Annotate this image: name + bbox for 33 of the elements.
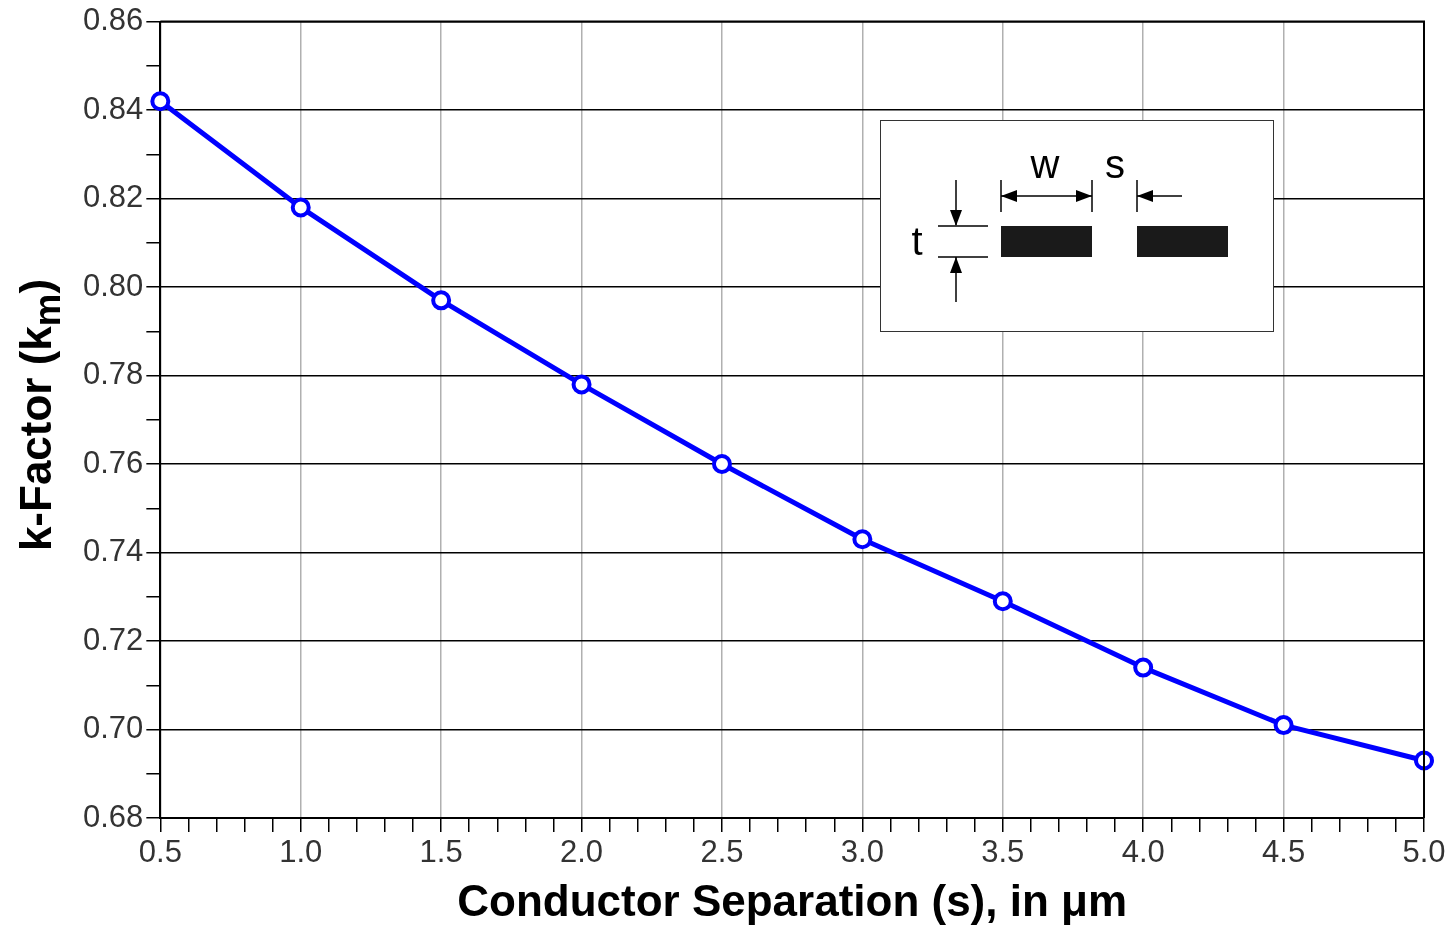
x-tick-label: 3.5 [981, 834, 1025, 870]
y-tick-label: 0.74 [82, 533, 144, 569]
point [150, 91, 171, 112]
x-tick-label: 0.5 [138, 834, 182, 870]
x-tick-label: 2.0 [560, 834, 604, 870]
point [571, 374, 592, 395]
y-tick-label: 0.68 [82, 798, 144, 834]
y-tick-label: 0.78 [82, 356, 144, 392]
y-tick-label: 0.80 [82, 267, 144, 303]
y-tick-label: 0.86 [82, 2, 144, 38]
x-tick-label: 1.0 [279, 834, 323, 870]
x-tick-label: 3.0 [840, 834, 884, 870]
annotation: t [911, 219, 923, 263]
y-tick-label: 0.72 [82, 621, 144, 657]
y-tick-label: 0.82 [82, 179, 144, 215]
x-tick-label: 4.0 [1121, 834, 1165, 870]
x-tick-label: 5.0 [1402, 834, 1446, 870]
annotation: w [1029, 142, 1060, 186]
point [290, 197, 311, 218]
point [1133, 657, 1154, 678]
x-axis-title: Conductor Separation (s), in μm [457, 875, 1128, 925]
x-tick-label: 1.5 [419, 834, 463, 870]
y-tick-label: 0.76 [82, 444, 144, 480]
point [711, 454, 732, 475]
point [992, 591, 1013, 612]
y-tick-label: 0.84 [82, 90, 144, 126]
point [1273, 715, 1294, 736]
y-tick-label: 0.70 [82, 710, 144, 746]
annotation: s [1105, 142, 1125, 186]
point [431, 290, 452, 311]
x-tick-label: 4.5 [1262, 834, 1306, 870]
x-tick-label: 2.5 [700, 834, 744, 870]
point [852, 529, 873, 550]
